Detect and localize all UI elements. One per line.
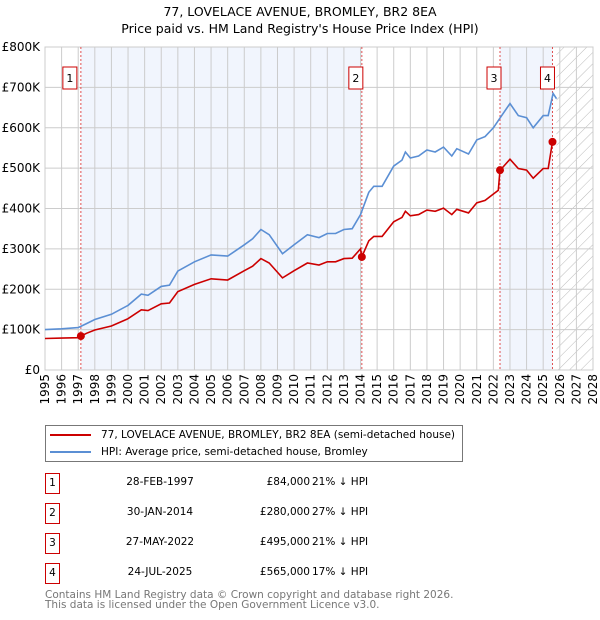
sale-price: £280,000: [259, 506, 310, 518]
footer-line-2: This data is licensed under the Open Gov…: [45, 599, 380, 611]
x-tick-label: 2014: [354, 374, 368, 405]
sale-row: 2 30-JAN-2014 £280,000 27% ↓ HPI: [45, 503, 495, 524]
x-tick-label: 2021: [470, 374, 484, 405]
sale-row: 3 27-MAY-2022 £495,000 21% ↓ HPI: [45, 533, 495, 554]
sale-number-badge: 4: [45, 563, 60, 584]
x-tick-label: 2012: [320, 374, 334, 405]
x-tick-label: 2024: [520, 374, 534, 405]
sale-point: [357, 252, 366, 261]
x-tick-label: 1998: [88, 374, 102, 405]
sale-number-badge: 3: [45, 533, 60, 554]
x-tick-label: 1996: [55, 374, 69, 405]
hpi-line: [44, 91, 558, 331]
legend-label-hpi: HPI: Average price, semi-detached house,…: [101, 446, 368, 458]
sale-point: [76, 332, 85, 341]
footer: Contains HM Land Registry data © Crown c…: [45, 589, 454, 611]
x-tick-label: 2008: [254, 374, 268, 405]
legend-label-property: 77, LOVELACE AVENUE, BROMLEY, BR2 8EA (s…: [101, 429, 456, 441]
sale-date: 24-JUL-2025: [127, 566, 193, 578]
x-tick-label: 2016: [387, 374, 401, 405]
x-tick-label: 1997: [71, 374, 85, 405]
sale-date: 30-JAN-2014: [126, 506, 194, 518]
sale-label-box: [539, 66, 555, 90]
x-tick-label: 2010: [287, 374, 301, 405]
x-tick-label: 2027: [569, 374, 583, 405]
legend: 77, LOVELACE AVENUE, BROMLEY, BR2 8EA (s…: [45, 425, 463, 462]
sale-row: 4 24-JUL-2025 £565,000 17% ↓ HPI: [45, 563, 495, 584]
x-tick-label: 2019: [437, 374, 451, 405]
x-tick-label: 2002: [154, 374, 168, 405]
sale-price: £495,000: [259, 536, 310, 548]
x-tick-label: 2004: [187, 374, 201, 405]
x-tick-label: 2020: [453, 374, 467, 405]
sale-label-number: 4: [544, 72, 551, 85]
x-tick-label: 2022: [486, 374, 500, 405]
x-tick-label: 2007: [237, 374, 251, 405]
x-tick-label: 2017: [403, 374, 417, 405]
sale-number-badge: 2: [45, 503, 60, 524]
sale-hpi-diff: 27% ↓ HPI: [312, 506, 369, 518]
footer-line-1: Contains HM Land Registry data © Crown c…: [45, 589, 454, 601]
chart-subtitle: Price paid vs. HM Land Registry's House …: [121, 21, 479, 36]
sale-price: £84,000: [266, 476, 310, 488]
sale-hpi-diff: 21% ↓ HPI: [312, 476, 369, 488]
y-tick-label: £200K: [2, 282, 42, 296]
sale-point: [496, 166, 505, 175]
sale-hpi-diff: 17% ↓ HPI: [312, 566, 369, 578]
legend-swatch-property: [50, 434, 91, 436]
y-tick-label: £800K: [2, 40, 42, 54]
x-tick-label: 2013: [337, 374, 351, 405]
x-tick-label: 2028: [586, 374, 600, 405]
legend-item-property: 77, LOVELACE AVENUE, BROMLEY, BR2 8EA (s…: [50, 427, 455, 443]
x-tick-label: 2025: [536, 374, 550, 405]
sale-label-number: 3: [491, 72, 498, 85]
sale-date: 27-MAY-2022: [125, 536, 195, 548]
sale-label-box: [62, 66, 78, 90]
y-tick-label: £300K: [2, 242, 42, 256]
chart-title: 77, LOVELACE AVENUE, BROMLEY, BR2 8EA: [163, 4, 437, 19]
sale-label-number: 2: [352, 72, 359, 85]
sale-hpi-diff: 21% ↓ HPI: [312, 536, 369, 548]
x-tick-label: 1995: [38, 374, 52, 405]
x-tick-label: 2005: [204, 374, 218, 405]
x-tick-label: 2000: [121, 374, 135, 405]
legend-item-hpi: HPI: Average price, semi-detached house,…: [50, 444, 368, 460]
x-tick-label: 2018: [420, 374, 434, 405]
x-tick-label: 2003: [171, 374, 185, 405]
x-tick-label: 2015: [370, 374, 384, 405]
y-tick-label: £700K: [2, 80, 42, 94]
x-tick-label: 2011: [304, 374, 318, 405]
price-chart: £0 £100K £200K £300K £400K £500K £600K £700K £80…: [2, 40, 600, 405]
x-tick-label: 2026: [553, 374, 567, 405]
sale-label-box: [486, 66, 502, 90]
x-tick-label: 2009: [270, 374, 284, 405]
sale-row: 1 28-FEB-1997 £84,000 21% ↓ HPI: [45, 473, 495, 494]
y-tick-label: £100K: [2, 323, 42, 337]
plot-border: [44, 46, 594, 371]
y-tick-label: £600K: [2, 121, 42, 135]
x-tick-label: 2006: [221, 374, 235, 405]
property-price-line: [44, 141, 554, 340]
sale-label-box: [348, 66, 364, 90]
x-tick-label: 1999: [104, 374, 118, 405]
legend-swatch-hpi: [50, 451, 91, 453]
sale-date: 28-FEB-1997: [126, 476, 194, 488]
sale-label-number: 1: [66, 72, 73, 85]
sale-number-badge: 1: [45, 473, 60, 494]
y-tick-label: £0: [25, 363, 40, 377]
x-tick-label: 2001: [138, 374, 152, 405]
y-tick-label: £400K: [2, 202, 42, 216]
sale-point: [548, 137, 557, 146]
sale-price: £565,000: [259, 566, 310, 578]
x-tick-label: 2023: [503, 374, 517, 405]
y-tick-label: £500K: [2, 161, 42, 175]
